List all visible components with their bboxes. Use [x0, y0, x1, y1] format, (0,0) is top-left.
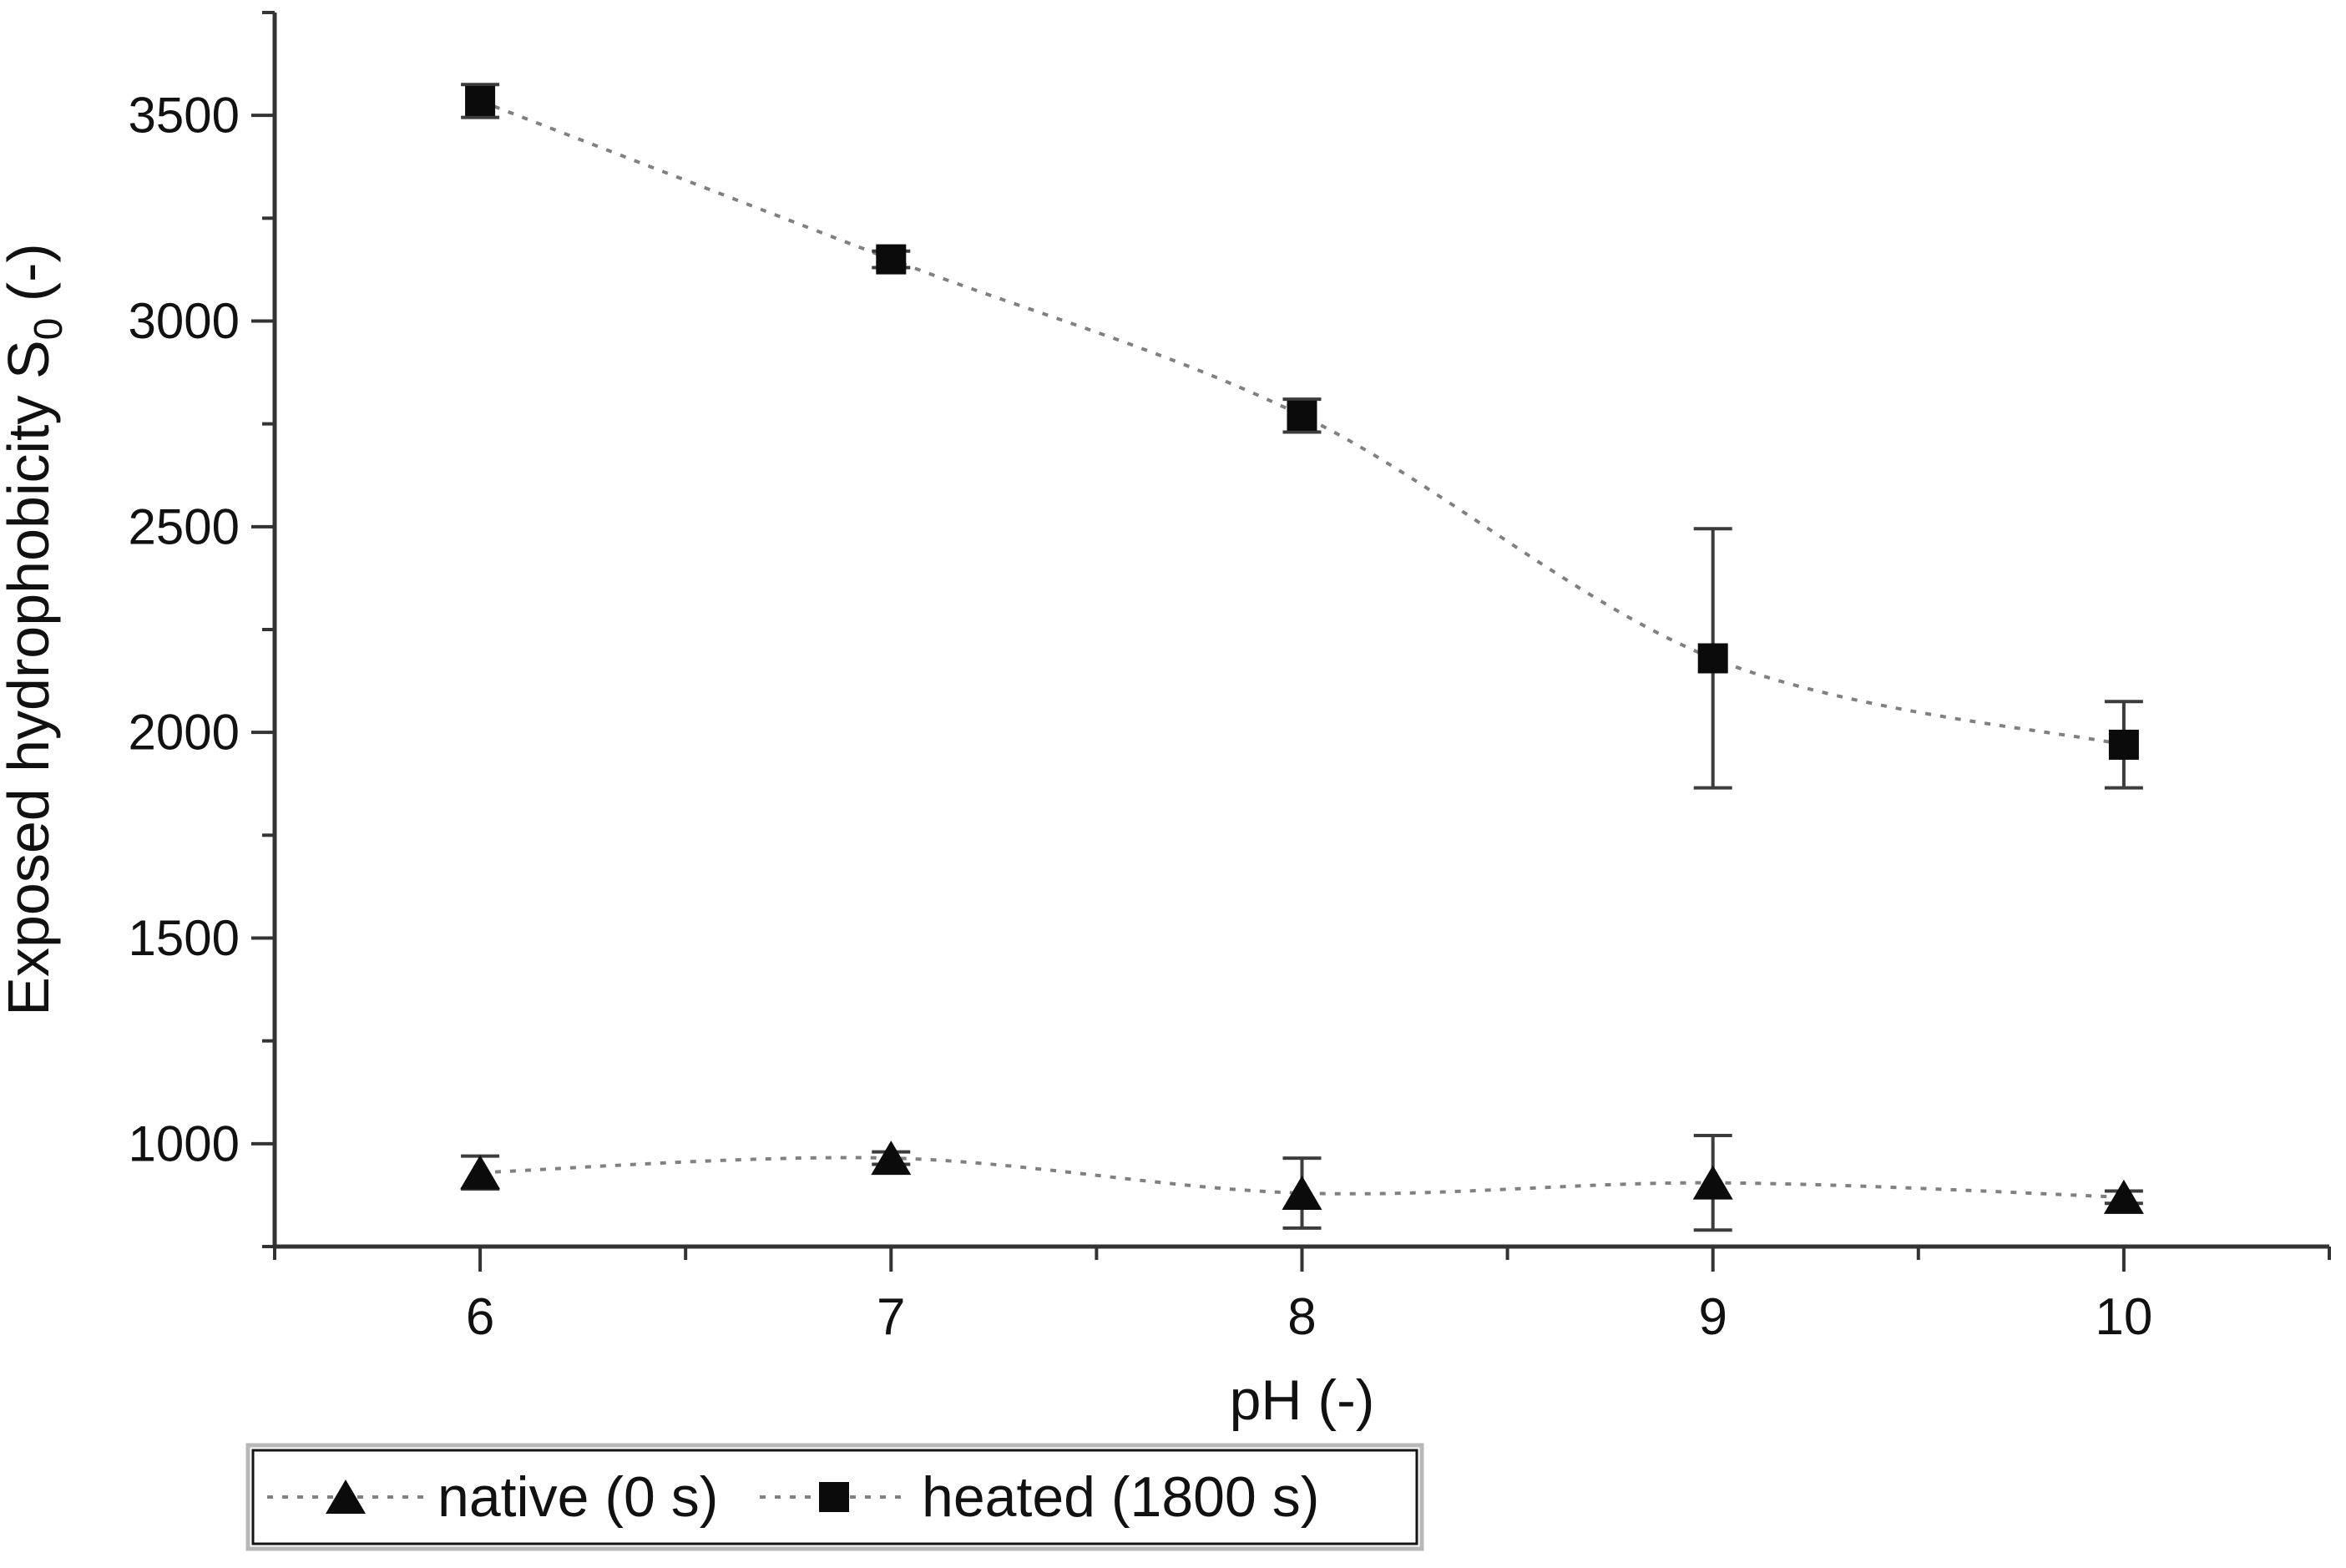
- legend-label: heated (1800 s): [922, 1465, 1319, 1529]
- data-point-marker: [1692, 1165, 1733, 1200]
- x-tick-label: 10: [2095, 1288, 2152, 1346]
- data-point-marker: [876, 244, 907, 275]
- legend: native (0 s) heated (1800 s): [245, 1443, 1424, 1551]
- x-axis-title: pH (-): [1230, 1368, 1375, 1432]
- legend-marker-square: [819, 1482, 849, 1512]
- y-tick-label: 3500: [129, 88, 240, 144]
- data-point-marker: [460, 1155, 501, 1190]
- x-tick-label: 9: [1698, 1288, 1727, 1346]
- data-point-marker: [1282, 1175, 1322, 1210]
- data-point-marker: [1697, 643, 1728, 674]
- x-tick-label: 7: [877, 1288, 905, 1346]
- legend-entry: heated (1800 s): [760, 1465, 1319, 1529]
- x-tick-label: 6: [466, 1288, 494, 1346]
- y-axis-title: Exposed hydrophobicity S0 (-): [0, 243, 71, 1015]
- y-tick-label: 3000: [129, 293, 240, 349]
- series-heated: [461, 83, 2143, 790]
- y-tick-label: 2500: [129, 498, 240, 554]
- data-point-marker: [2108, 729, 2139, 760]
- data-point-marker: [465, 85, 496, 116]
- legend-label: native (0 s): [437, 1465, 718, 1529]
- x-tick-label: 8: [1287, 1288, 1316, 1346]
- legend-entry: native (0 s): [267, 1465, 718, 1529]
- legend-marker-triangle: [326, 1479, 366, 1514]
- y-tick-label: 1500: [129, 910, 240, 966]
- data-point-marker: [2103, 1179, 2144, 1214]
- data-point-marker: [871, 1141, 912, 1176]
- y-tick-label: 2000: [129, 705, 240, 761]
- series-native: [460, 1133, 2144, 1232]
- data-point-marker: [1287, 400, 1317, 431]
- y-tick-label: 1000: [129, 1115, 240, 1171]
- legend-shadow: [245, 1443, 1424, 1551]
